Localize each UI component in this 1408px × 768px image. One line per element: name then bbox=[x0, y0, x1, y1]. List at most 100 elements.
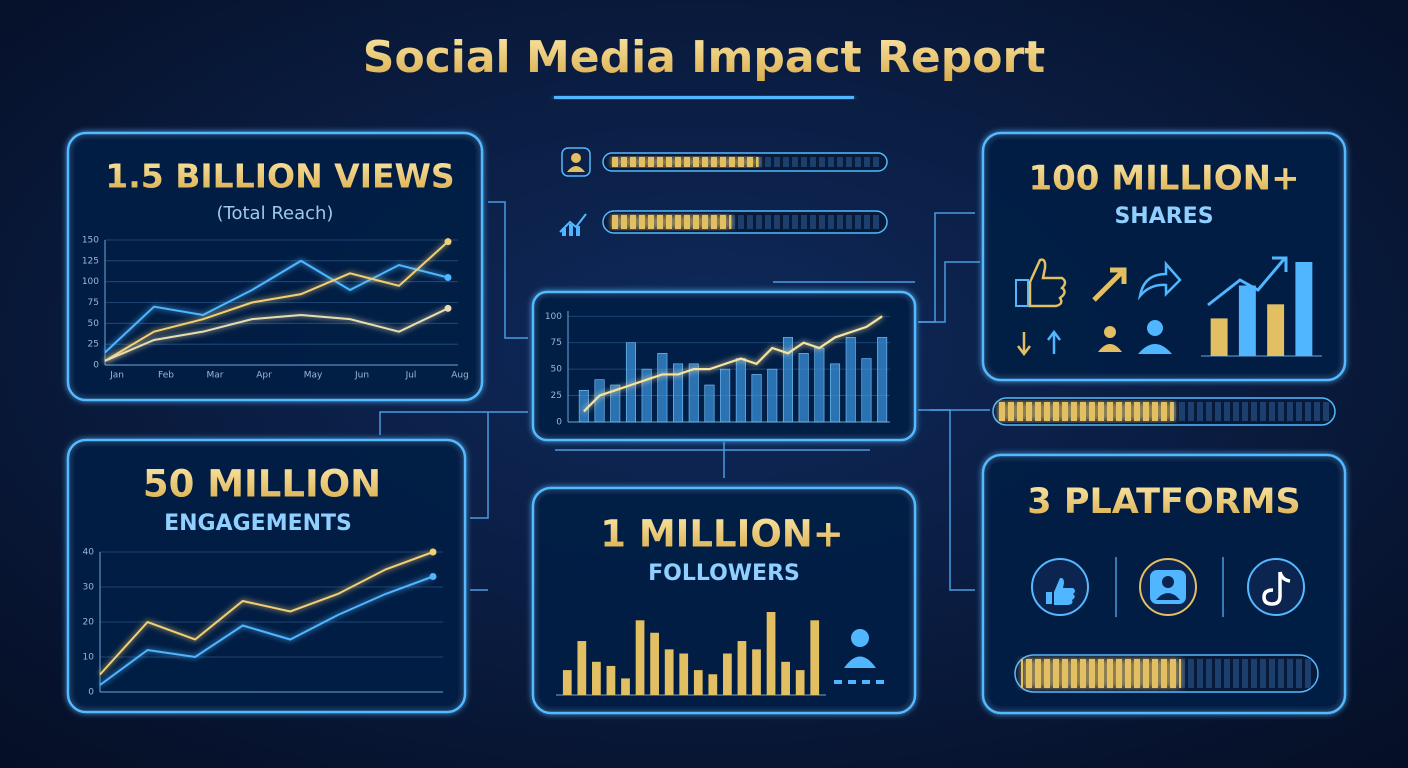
bar bbox=[1210, 318, 1228, 356]
bar bbox=[1238, 285, 1256, 356]
title-underline bbox=[554, 96, 854, 99]
end-dot bbox=[444, 238, 452, 246]
y-tick-label: 50 bbox=[88, 319, 100, 329]
connectors bbox=[379, 201, 990, 591]
bar bbox=[737, 641, 747, 695]
bar bbox=[610, 384, 621, 423]
end-dot bbox=[429, 573, 437, 580]
series-line bbox=[104, 240, 449, 362]
bar bbox=[664, 649, 674, 695]
bar bbox=[635, 620, 645, 695]
x-tick-label: May bbox=[304, 371, 323, 381]
bar bbox=[782, 337, 793, 423]
series-line bbox=[99, 575, 434, 686]
x-tick-label: Jun bbox=[354, 371, 369, 381]
bar bbox=[592, 661, 601, 695]
bar bbox=[606, 665, 616, 695]
shares-subtitle: SHARES bbox=[1114, 204, 1213, 229]
engagements-headline: 50 MILLION bbox=[143, 463, 381, 506]
bar bbox=[657, 352, 668, 423]
bar bbox=[704, 384, 715, 423]
bar bbox=[720, 368, 731, 423]
bar bbox=[845, 337, 856, 423]
x-tick-label: Jul bbox=[405, 371, 417, 381]
page-title: Social Media Impact Report bbox=[363, 32, 1045, 83]
bar bbox=[641, 368, 652, 423]
followers-subtitle: FOLLOWERS bbox=[648, 561, 800, 586]
bar bbox=[814, 347, 825, 423]
bar bbox=[621, 678, 630, 695]
bar bbox=[650, 632, 659, 695]
y-tick-label: 50 bbox=[551, 365, 563, 375]
y-tick-label: 30 bbox=[83, 583, 95, 593]
bar bbox=[594, 379, 605, 423]
y-tick-label: 25 bbox=[551, 391, 562, 401]
bar bbox=[679, 653, 689, 695]
y-tick-label: 75 bbox=[88, 298, 99, 308]
y-tick-label: 25 bbox=[88, 340, 99, 350]
y-tick-label: 150 bbox=[82, 236, 99, 246]
bar bbox=[830, 363, 841, 423]
progress-fill bbox=[609, 215, 732, 229]
y-tick-label: 0 bbox=[88, 688, 94, 698]
followers-card bbox=[531, 486, 917, 715]
shares-headline: 100 MILLION+ bbox=[1028, 159, 1299, 199]
share-icons bbox=[1015, 256, 1288, 357]
end-dot bbox=[444, 304, 452, 312]
y-tick-label: 100 bbox=[82, 277, 99, 287]
series-line bbox=[99, 551, 434, 676]
series-line bbox=[104, 259, 449, 354]
x-tick-label: Apr bbox=[256, 371, 272, 381]
x-tick-label: Aug bbox=[451, 371, 469, 381]
followers-icon bbox=[834, 629, 884, 684]
bar bbox=[1295, 262, 1313, 356]
bar bbox=[1267, 304, 1285, 356]
bar bbox=[562, 670, 572, 695]
bar bbox=[723, 653, 732, 695]
y-tick-label: 10 bbox=[83, 653, 95, 663]
x-tick-label: Feb bbox=[158, 371, 174, 381]
bar bbox=[781, 661, 790, 695]
bar bbox=[735, 358, 746, 423]
progress-fill bbox=[1021, 659, 1182, 688]
bar bbox=[861, 358, 872, 423]
y-tick-label: 20 bbox=[83, 618, 95, 628]
engagements-subtitle: ENGAGEMENTS bbox=[164, 511, 352, 536]
bar bbox=[625, 342, 636, 423]
bar bbox=[767, 368, 778, 423]
bar bbox=[578, 389, 589, 423]
trend-line bbox=[583, 315, 883, 413]
bar bbox=[877, 337, 888, 423]
bar bbox=[708, 674, 718, 695]
bar bbox=[798, 352, 809, 423]
y-tick-label: 125 bbox=[82, 256, 99, 266]
platform-icons bbox=[1031, 557, 1305, 617]
bar bbox=[810, 620, 820, 695]
end-dot bbox=[444, 274, 452, 281]
y-tick-label: 75 bbox=[551, 338, 562, 348]
series-line bbox=[104, 307, 449, 362]
y-tick-label: 40 bbox=[83, 548, 95, 558]
bar bbox=[673, 363, 684, 423]
y-tick-label: 0 bbox=[556, 418, 562, 428]
x-tick-label: Jan bbox=[109, 371, 124, 381]
bar bbox=[752, 649, 761, 695]
progress-icons bbox=[559, 147, 591, 236]
bar bbox=[688, 363, 699, 423]
end-dot bbox=[429, 548, 437, 556]
engagements-card bbox=[66, 438, 467, 714]
views-card bbox=[66, 131, 484, 402]
progress-fill bbox=[999, 402, 1174, 421]
views-headline: 1.5 BILLION VIEWS bbox=[105, 157, 454, 196]
bar bbox=[751, 374, 762, 423]
progress-fill bbox=[609, 157, 759, 167]
views-subtitle: (Total Reach) bbox=[217, 203, 334, 224]
platforms-headline: 3 PLATFORMS bbox=[1027, 482, 1300, 522]
bar bbox=[766, 612, 776, 695]
y-tick-label: 100 bbox=[545, 312, 562, 322]
y-tick-label: 0 bbox=[93, 361, 99, 371]
x-tick-label: Mar bbox=[207, 371, 224, 381]
bar bbox=[577, 641, 587, 695]
bar bbox=[693, 670, 703, 695]
